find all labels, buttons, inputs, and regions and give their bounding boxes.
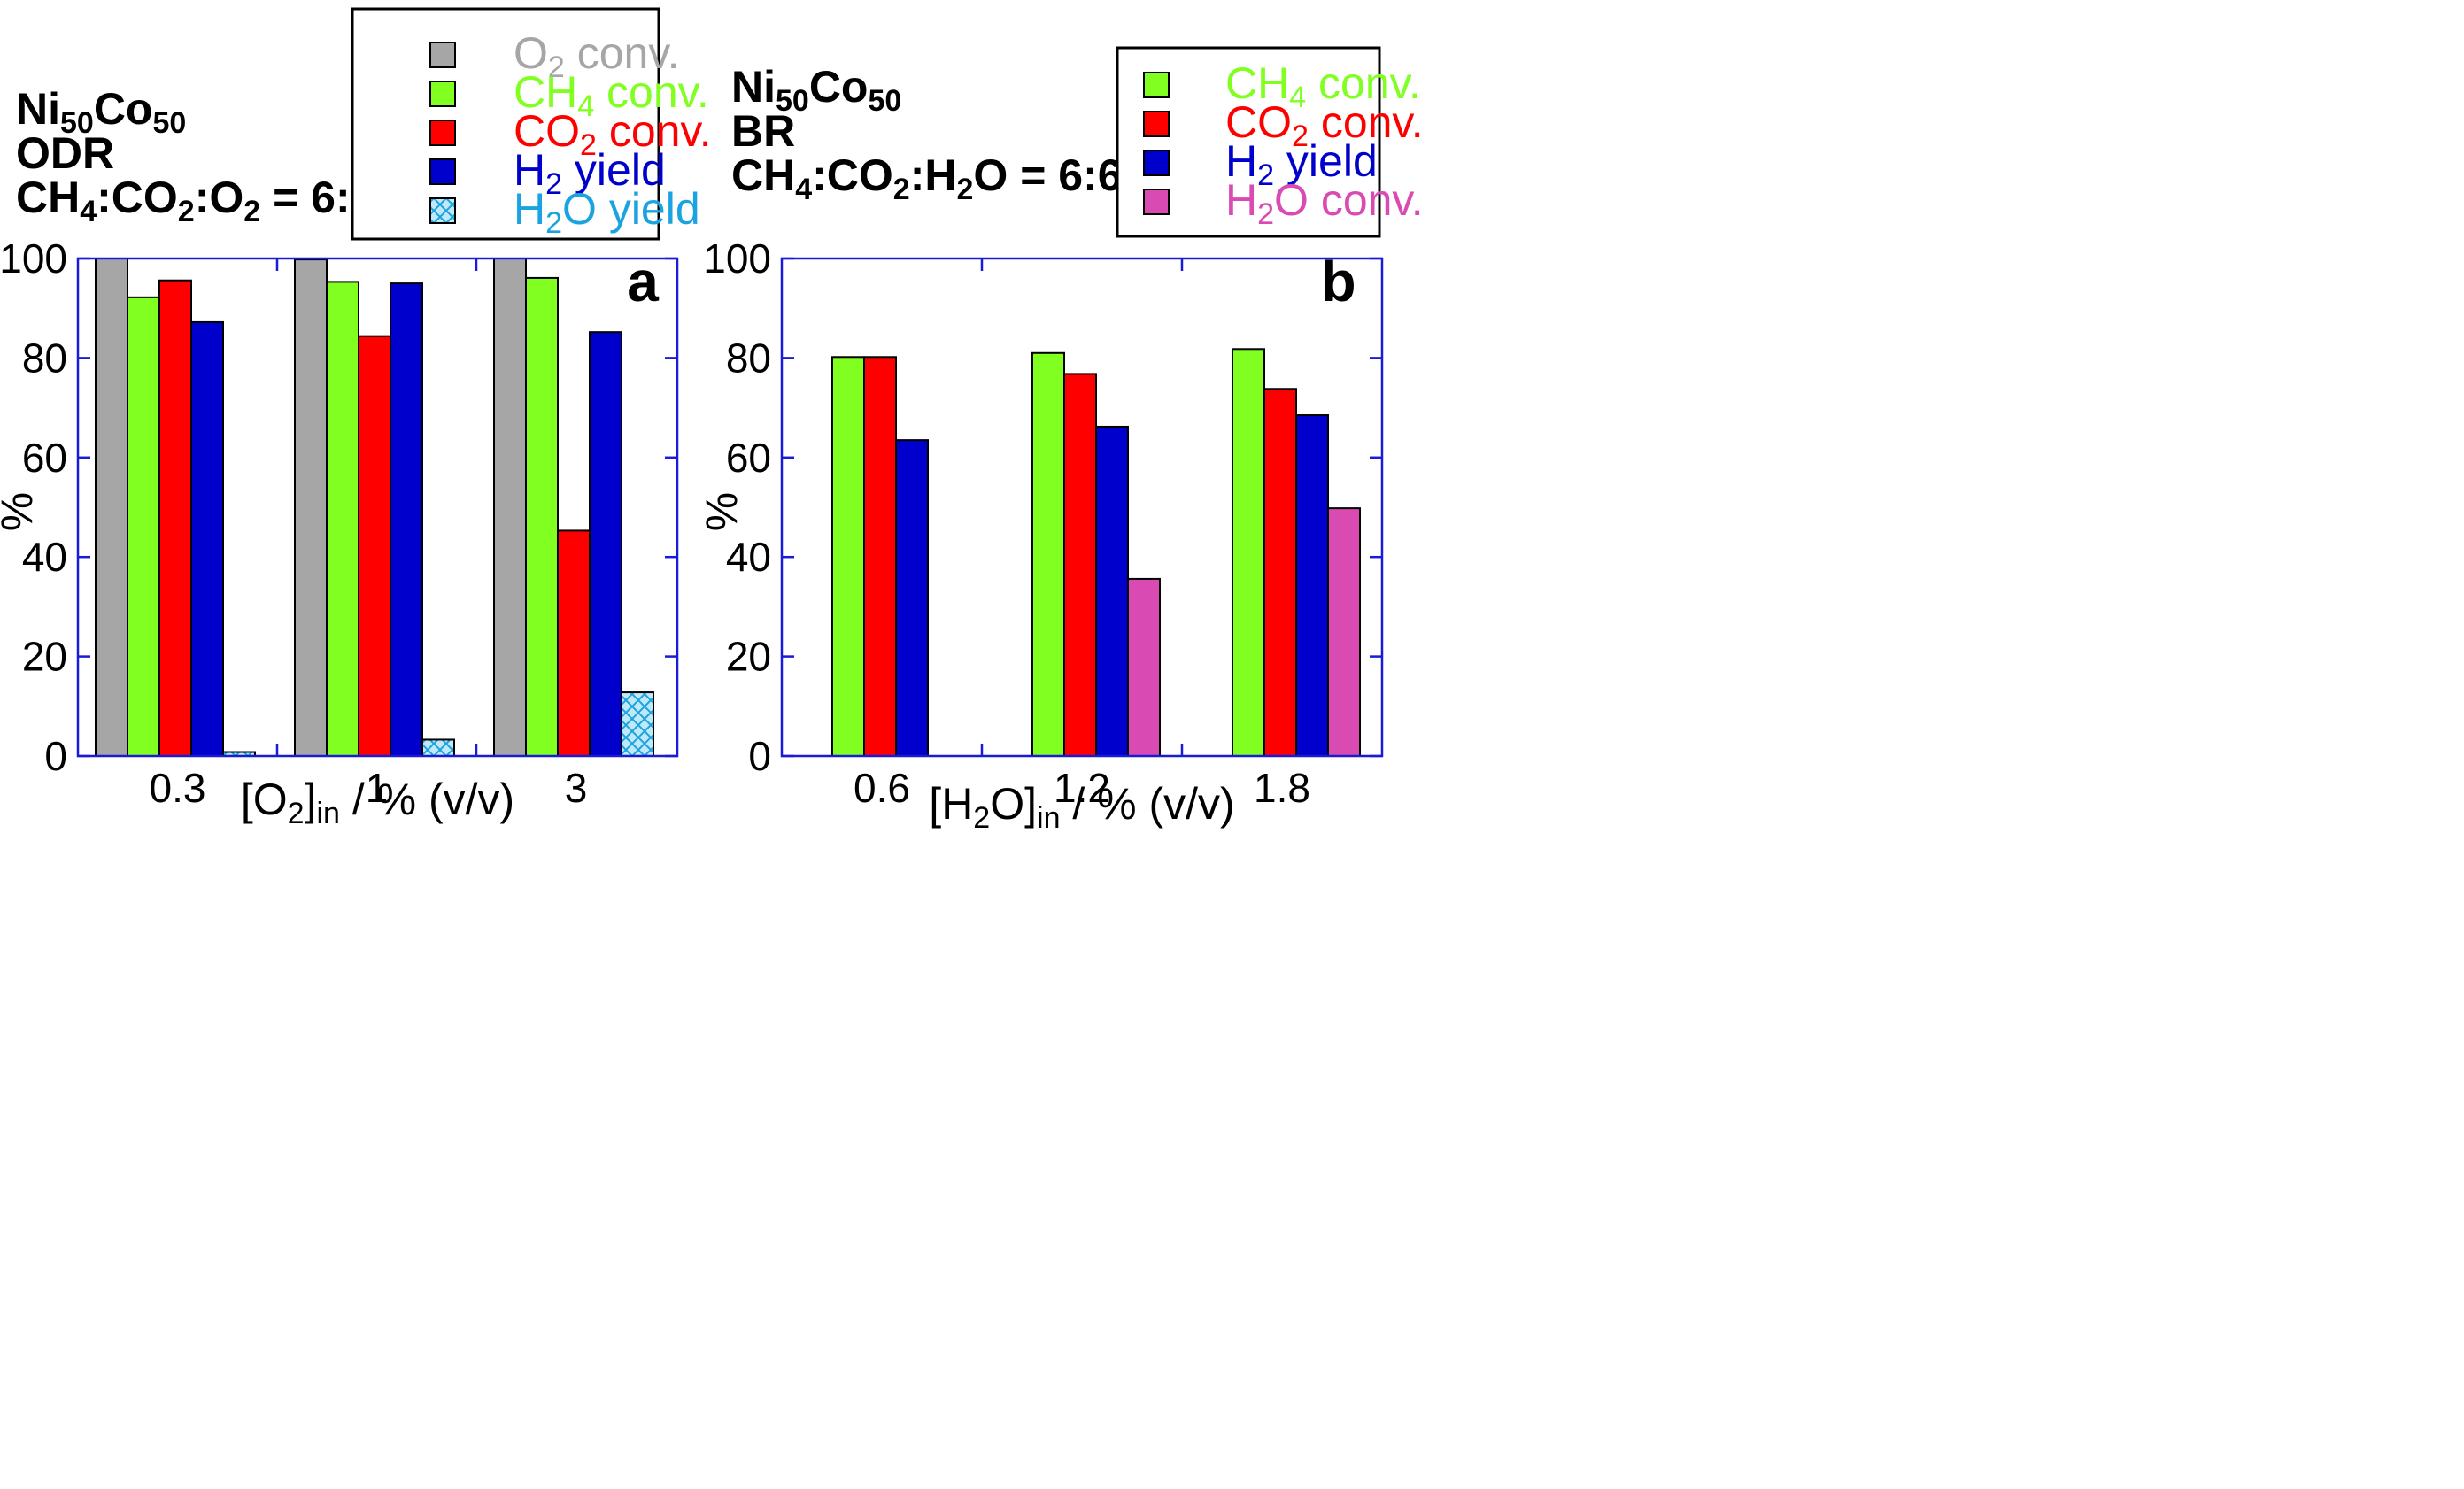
- bar-co2_conv-1: [358, 335, 391, 757]
- x-tick-label: 1.8: [1254, 765, 1310, 811]
- legend-swatch-co2_conv: [429, 120, 456, 146]
- y-tick-label: 100: [0, 235, 67, 282]
- y-tick-label: 0: [748, 733, 771, 779]
- bar-h2_yield-1: [390, 282, 423, 758]
- x-tick-label: 0.6: [854, 765, 910, 811]
- x-tick-label: 1: [366, 765, 389, 811]
- bar-h2o_yield-1: [421, 738, 455, 757]
- bar-h2_yield-3: [589, 331, 622, 757]
- bar-h2_yield-1.2: [1095, 425, 1129, 757]
- legend-label-co2_conv: CO2 conv.: [514, 106, 712, 162]
- bar-ch4_conv-1: [326, 281, 359, 757]
- chart-title-line: ODR: [16, 128, 114, 178]
- y-tick-label: 20: [22, 634, 67, 680]
- y-tick-label: 80: [726, 335, 771, 381]
- bar-ch4_conv-0.6: [831, 356, 865, 757]
- legend-label-ch4_conv: CH4 conv.: [514, 67, 709, 123]
- bar-ch4_conv-1.2: [1031, 351, 1065, 757]
- y-tick-label: 20: [726, 634, 771, 680]
- bar-co2_conv-1.8: [1263, 388, 1297, 757]
- bar-h2_yield-0.6: [895, 439, 929, 757]
- bar-o2_conv-0.3: [95, 258, 128, 757]
- legend-label-o2_conv: O2 conv.: [514, 28, 680, 84]
- legend-label-h2o_conv: H2O conv.: [1225, 175, 1424, 231]
- x-tick-label: 1.2: [1054, 765, 1110, 811]
- legend-swatch-h2_yield: [429, 158, 456, 185]
- chart-title-line: BR: [731, 106, 795, 156]
- plot-frame: [780, 257, 1384, 758]
- x-axis-label: [O2]in / % (v/v): [241, 775, 514, 830]
- bar-ch4_conv-0.3: [127, 296, 160, 757]
- chart-title-line: CH4:CO2:H2O = 6:6:x: [731, 150, 1162, 206]
- y-axis-label: %: [0, 492, 42, 531]
- bar-co2_conv-1.2: [1063, 373, 1097, 757]
- bar-h2o_conv-1.2: [1127, 577, 1161, 757]
- bar-co2_conv-0.3: [158, 279, 192, 757]
- bar-ch4_conv-1.8: [1232, 348, 1265, 757]
- bar-h2o_yield-3: [621, 691, 654, 758]
- plot-frame: [76, 257, 679, 758]
- bar-h2_yield-0.3: [190, 320, 224, 757]
- panel-letter: a: [627, 250, 659, 313]
- legend-swatch-h2_yield: [1143, 150, 1170, 176]
- x-tick-label: 3: [565, 765, 588, 811]
- y-tick-label: 60: [726, 435, 771, 481]
- y-tick-label: 40: [726, 534, 771, 580]
- legend-label-ch4_conv: CH4 conv.: [1225, 58, 1421, 114]
- x-tick-label: 0.3: [150, 765, 206, 811]
- legend-swatch-co2_conv: [1143, 111, 1170, 137]
- legend-label-co2_conv: CO2 conv.: [1225, 97, 1424, 153]
- y-tick-label: 60: [22, 435, 67, 481]
- y-tick-label: 40: [22, 534, 67, 580]
- legend-box: [351, 7, 660, 241]
- legend-swatch-ch4_conv: [1143, 72, 1170, 98]
- bar-h2_yield-1.8: [1295, 414, 1329, 757]
- bar-h2o_conv-1.8: [1327, 507, 1361, 758]
- legend-label-h2o_yield: H2O yield: [514, 184, 700, 240]
- y-tick-label: 0: [44, 733, 67, 779]
- legend-swatch-o2_conv: [429, 42, 456, 68]
- chart-title-line: Ni50Co50: [16, 84, 186, 140]
- legend-swatch-ch4_conv: [429, 81, 456, 107]
- legend-swatch-h2o_conv: [1143, 189, 1170, 215]
- bar-ch4_conv-3: [525, 276, 559, 757]
- x-axis-label: [H2O]in / % (v/v): [929, 779, 1234, 835]
- bar-o2_conv-3: [493, 258, 527, 757]
- panel-letter: b: [1321, 250, 1356, 313]
- y-axis-label: %: [697, 492, 746, 531]
- legend-swatch-h2o_yield: [429, 197, 456, 224]
- chart-title-line: Ni50Co50: [731, 62, 901, 118]
- bar-o2_conv-1: [294, 258, 328, 757]
- y-tick-label: 80: [22, 335, 67, 381]
- bar-co2_conv-3: [557, 529, 591, 757]
- y-tick-label: 100: [703, 235, 771, 282]
- legend-label-h2_yield: H2 yield: [514, 145, 666, 201]
- bar-co2_conv-0.6: [863, 356, 897, 757]
- legend-label-h2_yield: H2 yield: [1225, 136, 1378, 192]
